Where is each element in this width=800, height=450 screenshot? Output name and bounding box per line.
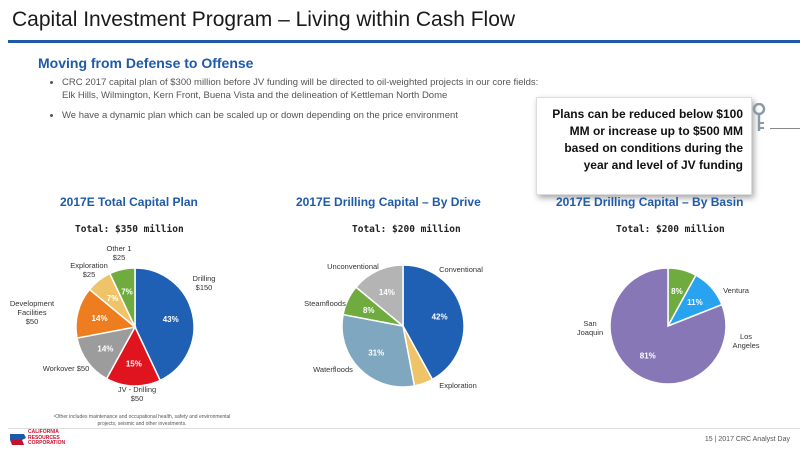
pie-1-slice-1 [134,267,195,382]
key-icon [752,103,766,131]
pie-1-category-label: Exploration $25 [70,261,108,279]
pie-1-pct-label: 43% [163,315,179,324]
pie-1-category-label: Other 1 $25 [106,244,131,262]
title-divider [8,40,800,43]
pie-3-pct-label: 8% [671,287,683,296]
chart-1-title: 2017E Total Capital Plan [60,195,198,209]
pie-2-pct-label: 42% [432,313,448,322]
pie-1-pct-label: 14% [92,314,108,323]
pie-2-category-label: Steamfloods [304,299,346,308]
logo-text: CALIFORNIA RESOURCES CORPORATION [28,429,66,446]
pie-1-category-label: Development Facilities $50 [10,299,55,326]
pie-2-pct-label: 14% [379,288,395,297]
pie-1-slice-6 [108,267,136,328]
pie-2-pct-label: 8% [363,306,375,315]
pie-1-slice-4 [75,288,137,339]
pie-2-slice-1 [402,264,465,381]
company-logo [10,434,26,445]
pie-2-category-label: Unconventional [327,262,379,271]
pie-3-category-label: San Joaquin [577,319,603,337]
section-subtitle: Moving from Defense to Offense [38,55,254,71]
pie-1-category-label: Drilling $150 [193,274,216,292]
chart-3-title: 2017E Drilling Capital – By Basin [556,195,744,209]
pie-3-slice-3 [609,267,727,385]
pie-3-category-label: Ventura [723,286,750,295]
footnote: ¹Other includes maintenance and occupati… [53,414,231,427]
pie-2-category-label: Waterfloods [313,365,353,374]
pie-1-pct-label: 14% [97,345,113,354]
pie-3-pct-label: 11% [687,298,703,307]
bullet-list: CRC 2017 capital plan of $300 million be… [44,76,552,129]
pie-2-category-label: Exploration [439,381,477,390]
footer-divider [8,428,800,429]
chart-2-title: 2017E Drilling Capital – By Drive [296,195,481,209]
pie-3-category-label: Los Angeles [732,332,759,350]
bullet-item: We have a dynamic plan which can be scal… [62,109,552,122]
bullet-item: CRC 2017 capital plan of $300 million be… [62,76,552,102]
page-footer: 15 | 2017 CRC Analyst Day [704,436,790,443]
pie-1-pct-label: 7% [121,287,133,296]
pie-2-pct-label: 31% [368,349,384,358]
pie-1-pct-label: 15% [126,360,142,369]
pie-3-pct-label: 81% [640,352,656,361]
page-title: Capital Investment Program – Living with… [12,8,516,31]
pie-2-category-label: Conventional [439,265,483,274]
callout-text: Plans can be reduced below $100 MM or in… [552,107,743,172]
pie-1-slice-2 [105,325,162,387]
chart-2-total: Total: $200 million [352,224,461,235]
pie-1-category-label: Workover $50 [43,364,90,373]
pie-1-pct-label: 7% [107,294,119,303]
pie-1-slice-3 [76,325,137,380]
callout-connector [770,128,800,129]
chart-3-total: Total: $200 million [616,224,725,235]
pie-1-category-label: JV - Drilling $50 [118,385,156,403]
pie-2-slice-3 [341,313,416,388]
callout-box: Plans can be reduced below $100 MM or in… [536,97,752,195]
pie-2-slice-5 [354,264,404,328]
chart-1-total: Total: $350 million [75,224,184,235]
